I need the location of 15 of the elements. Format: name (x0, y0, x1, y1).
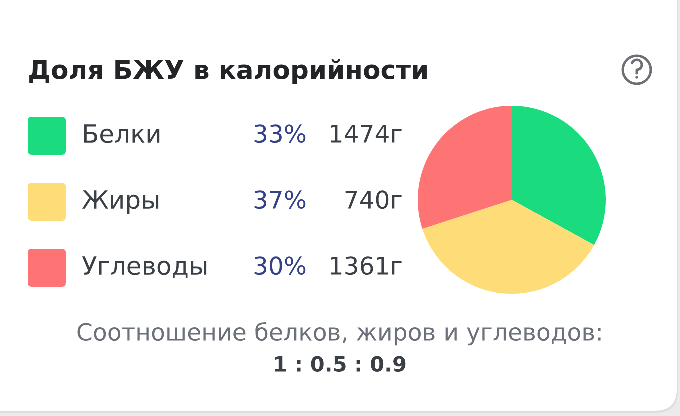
text: 740г (346, 190, 402, 210)
data-label: 30% (254, 256, 306, 276)
legend-label: Углеводы (82, 256, 207, 278)
text: Соотношение белков, жиров и углеводов: (78, 322, 601, 346)
pie-slice (418, 106, 512, 230)
data-label: 33% (254, 124, 306, 144)
pie-slice (512, 106, 606, 246)
text: 1 : 0.5 : 0.9 (275, 356, 406, 372)
text: 1474г (331, 124, 402, 143)
pie-slice (422, 200, 594, 294)
chart-title: Доля БЖУ в калорийности (30, 59, 427, 85)
text: 1361г (331, 256, 402, 276)
legend-label: Жиры (82, 190, 159, 214)
legend-label: Белки (84, 124, 160, 144)
data-label: 37% (254, 190, 306, 210)
